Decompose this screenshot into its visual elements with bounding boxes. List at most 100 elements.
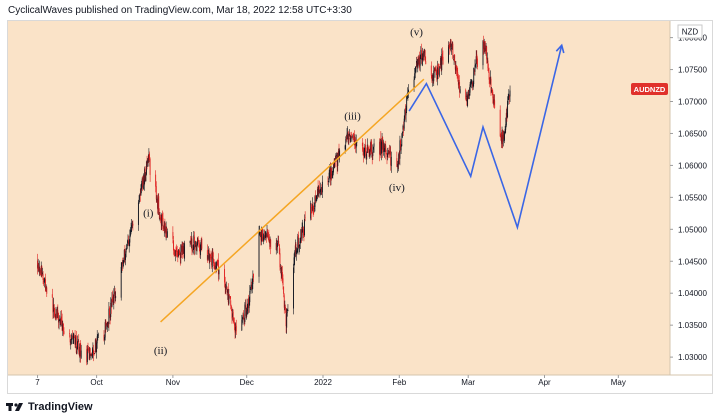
price-candle — [213, 259, 215, 270]
price-candle — [160, 214, 162, 224]
price-candle — [316, 195, 318, 202]
price-candle — [213, 252, 214, 266]
price-candle — [349, 129, 350, 137]
price-candle — [141, 181, 142, 194]
price-candle — [71, 334, 73, 345]
price-candle — [44, 277, 46, 283]
price-candle — [193, 231, 195, 256]
price-candle — [283, 286, 285, 298]
price-candle — [390, 151, 392, 173]
price-candle — [381, 140, 382, 161]
price-candle — [212, 248, 214, 259]
price-candle — [249, 285, 251, 306]
price-candle — [347, 130, 349, 145]
price-candle — [456, 65, 458, 79]
price-candle — [345, 136, 347, 150]
wave-label: (ii) — [154, 345, 168, 357]
price-candle — [74, 330, 76, 348]
price-candle — [43, 278, 45, 286]
price-candle — [227, 289, 229, 300]
price-candle — [331, 167, 333, 181]
price-candle — [87, 342, 89, 352]
price-candle — [122, 260, 124, 269]
price-candle — [355, 137, 357, 153]
time-axis[interactable]: 7 Oct Nov Dec 2022 Feb Mar Apr May — [35, 375, 626, 387]
price-candle — [330, 163, 332, 186]
price-candle — [53, 304, 55, 317]
price-candle — [406, 94, 408, 114]
price-candle — [278, 235, 280, 247]
price-candle — [230, 296, 232, 310]
price-candle — [226, 286, 228, 296]
price-candle — [157, 193, 159, 215]
price-candle — [421, 53, 423, 66]
price-candle — [199, 244, 201, 258]
price-candle — [366, 138, 368, 154]
price-candle — [200, 242, 202, 260]
price-candle — [234, 322, 236, 339]
price-candle — [45, 284, 47, 292]
price-candle — [192, 249, 194, 252]
price-candle — [333, 158, 335, 169]
wave-trendline — [160, 78, 425, 323]
price-candle — [115, 291, 117, 302]
price-candle — [73, 333, 75, 344]
price-candle — [214, 262, 216, 271]
time-tick-label: May — [611, 378, 626, 387]
price-candle — [424, 48, 425, 56]
price-candle — [53, 297, 54, 319]
price-candle — [347, 126, 349, 140]
price-candle — [43, 277, 45, 288]
price-candle — [503, 130, 505, 140]
price-candle — [130, 222, 132, 235]
price-candle — [89, 348, 91, 356]
price-candle — [452, 41, 454, 60]
price-axis[interactable]: 1.03000 1.03500 1.04000 1.04500 1.05000 1.055… — [670, 34, 707, 362]
price-candle — [398, 150, 400, 165]
price-candle — [57, 312, 59, 329]
price-candle — [284, 300, 286, 311]
price-candle — [422, 47, 424, 67]
price-candle — [352, 133, 354, 141]
price-candle — [349, 132, 351, 143]
price-candle — [469, 81, 471, 96]
price-candle — [179, 247, 181, 256]
price-candle — [38, 260, 40, 277]
price-candle — [233, 317, 235, 324]
price-candle — [457, 67, 459, 82]
price-candle — [89, 347, 91, 361]
price-candle — [225, 281, 227, 290]
price-candle — [107, 321, 109, 328]
plot-area[interactable] — [8, 21, 670, 375]
price-candle — [140, 184, 142, 196]
price-candle — [146, 155, 148, 170]
price-candle — [425, 56, 427, 65]
price-candle — [402, 124, 404, 133]
price-candle — [367, 144, 369, 154]
price-candle — [328, 169, 330, 183]
price-candle — [286, 308, 288, 317]
wave-labels: (i) (ii) (iii) (iv) (v) — [143, 27, 423, 357]
price-candle — [403, 121, 405, 136]
price-candle — [233, 317, 235, 331]
price-candle — [353, 130, 355, 150]
price-candle — [80, 344, 82, 359]
price-candle — [387, 150, 389, 155]
price-candle — [365, 138, 366, 157]
price-candle — [379, 138, 381, 156]
price-candle — [293, 253, 295, 274]
price-candle — [442, 50, 444, 66]
price-candle — [232, 309, 234, 323]
price-candle — [72, 332, 74, 345]
price-candle — [368, 146, 369, 153]
price-candle — [123, 249, 125, 263]
price-candle — [296, 247, 297, 261]
price-candle — [440, 55, 441, 69]
price-candle — [298, 237, 300, 255]
price-candle — [110, 297, 112, 321]
price-candle — [297, 233, 299, 253]
wave-label: (iv) — [389, 182, 405, 194]
price-candle — [399, 135, 401, 166]
price-candle — [315, 190, 317, 204]
